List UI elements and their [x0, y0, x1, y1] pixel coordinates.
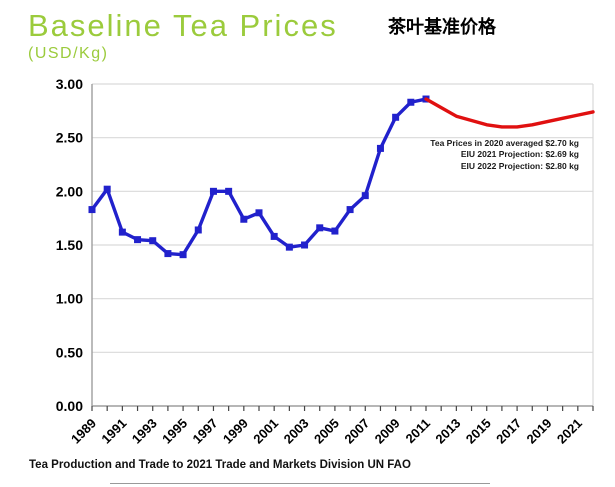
x-tick-label: 1993 [129, 416, 160, 447]
x-tick-label: 2009 [372, 416, 403, 447]
data-point-marker [179, 251, 187, 259]
x-tick-label: 1997 [190, 416, 221, 447]
y-tick-label: 0.50 [56, 344, 83, 360]
data-point-marker [103, 185, 111, 193]
x-tick-label: 1991 [98, 416, 129, 447]
x-tick-label: 2003 [281, 416, 312, 447]
y-tick-label: 1.00 [56, 291, 83, 307]
x-tick-label: 2011 [403, 416, 434, 447]
annotation-line-eiu-2022: EIU 2022 Projection: $2.80 kg [460, 160, 579, 171]
data-point-marker [255, 209, 263, 217]
data-point-marker [118, 228, 126, 236]
series-projection [424, 97, 595, 129]
series-historical [88, 95, 430, 259]
data-point-marker [407, 98, 415, 106]
x-tick-label: 2021 [554, 416, 585, 447]
data-point-marker [225, 187, 233, 195]
data-point-marker [392, 113, 400, 121]
footer-source: Tea Production and Trade to 2021 Trade a… [29, 459, 411, 471]
x-tick-label: 2005 [311, 416, 342, 447]
data-point-marker [301, 241, 309, 249]
page-title: Baseline Tea Prices [28, 8, 338, 43]
data-point-marker [270, 232, 278, 240]
data-point-marker [331, 227, 339, 235]
x-tick-label: 2007 [341, 416, 372, 447]
data-point-marker [88, 206, 96, 214]
x-tick-label: 2015 [463, 416, 494, 447]
data-point-marker [164, 250, 172, 258]
y-tick-label: 3.00 [56, 76, 83, 92]
series-line [424, 97, 595, 129]
data-point-marker [346, 206, 354, 214]
chart-annotation: Tea Prices in 2020 averaged $2.70 kg EIU… [430, 138, 579, 172]
data-point-marker [316, 224, 324, 232]
x-tick-label: 1995 [159, 416, 190, 447]
bottom-divider [110, 483, 490, 484]
data-point-marker [194, 226, 202, 234]
data-point-marker [361, 192, 369, 200]
data-point-marker [209, 187, 217, 195]
x-tick-label: 2013 [432, 416, 463, 447]
x-tick-label: 2017 [493, 416, 524, 447]
data-point-marker [285, 243, 293, 251]
x-tick-label: 2019 [524, 416, 555, 447]
y-tick-label: 0.00 [56, 398, 83, 414]
y-tick-label: 1.50 [56, 237, 83, 253]
x-tick-marks [91, 406, 594, 411]
data-point-marker [134, 236, 142, 244]
y-axis-labels: 0.00 0.50 1.00 1.50 2.00 2.50 3.00 [56, 76, 83, 414]
grid-lines [92, 83, 594, 406]
annotation-line-eiu-2021: EIU 2021 Projection: $2.69 kg [460, 149, 579, 160]
page-subtitle-units: (USD/Kg) [28, 45, 109, 62]
series-line [90, 97, 428, 257]
data-point-marker [149, 237, 157, 245]
y-tick-label: 2.50 [56, 130, 83, 146]
annotation-line-avg-2020: Tea Prices in 2020 averaged $2.70 kg [430, 138, 579, 148]
x-axis-labels: 1989 1991 1993 1995 1997 1999 2001 2003 2005 2007… [68, 416, 585, 447]
x-tick-label: 1989 [68, 416, 99, 447]
data-point-marker [240, 215, 248, 223]
axes [91, 84, 593, 407]
y-tick-label: 2.00 [56, 183, 83, 199]
data-point-marker [376, 144, 384, 152]
page-title-chinese: 茶叶基准价格 [388, 17, 496, 38]
x-tick-label: 2001 [250, 416, 281, 447]
x-tick-label: 1999 [220, 416, 251, 447]
